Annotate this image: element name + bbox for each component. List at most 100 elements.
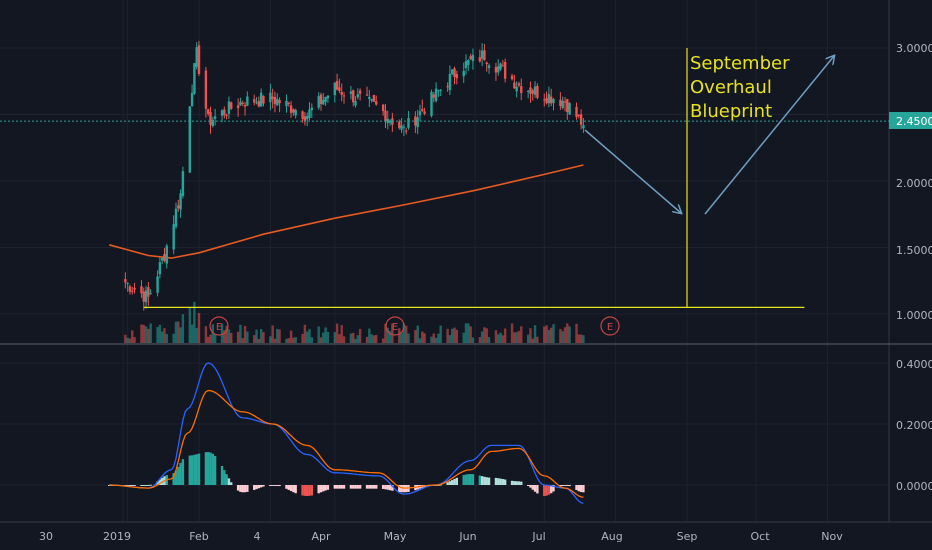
histogram-bar [453,478,456,485]
volume-bar [239,324,242,343]
candle-body [432,94,435,98]
histogram-bar [273,485,277,486]
candle-body [487,65,491,69]
candle-body [478,57,482,62]
volume-bar [225,325,228,343]
time-label: Oct [750,530,770,543]
histogram-bar [177,466,180,485]
candle-body [416,117,419,128]
candle-body [301,111,304,119]
time-label: Sep [677,530,698,543]
candle-body [386,118,389,124]
candle-body [149,293,152,295]
histogram-bar [188,455,191,485]
price-candles[interactable] [124,40,585,311]
price-axis[interactable]: 3.0000 2.0000 1.5000 1.0000 [896,42,932,322]
volume-bar [276,328,279,343]
volume-bar [308,329,311,343]
up-arrow[interactable] [704,56,834,215]
volume-bar [503,328,507,343]
candle-body [273,97,277,104]
price-tick-3: 3.0000 [896,42,932,55]
volume-bar [303,324,307,343]
histogram-bar [287,485,290,490]
candle-body [177,205,180,209]
candle-body [126,282,129,284]
histogram-bar [531,485,534,490]
candle-body [310,107,313,110]
volume-bar [181,314,185,343]
histogram-bar [497,478,500,485]
candle-body [287,102,290,104]
histogram-bar [368,485,371,489]
candle-body [324,96,327,102]
histogram-bar [559,485,562,487]
candle-body [239,101,242,106]
histogram-bar [365,485,369,489]
volume-bar [342,336,346,343]
candle-body [566,99,569,113]
volume-bar [549,327,553,343]
histogram-bar [372,485,376,489]
volume-bar [213,334,217,343]
volume-bar [515,332,518,343]
histogram-bar [398,485,401,493]
volume-bar [388,330,392,343]
earnings-marker-3[interactable]: E [600,316,620,336]
volume-bar [317,326,320,343]
volume-bar [333,332,337,343]
volume-bar [223,330,226,343]
volume-bar [579,334,583,343]
candle-body [561,100,564,108]
histogram-bar [246,485,249,492]
candle-body [365,94,369,96]
volume-bar [451,328,454,343]
histogram-bar [209,452,212,485]
time-axis[interactable]: 30 2019 Feb 4 Apr May Jun Jul Aug Sep Oc… [39,530,843,543]
histogram-bar [149,484,152,486]
candle-body [418,111,422,116]
time-label: 2019 [103,530,131,543]
macd-axis[interactable]: 0.4000 0.2000 0.0000 [896,358,932,493]
histogram-bar [259,485,263,488]
histogram-bar [204,452,208,485]
histogram-bar [342,485,346,489]
earnings-marker-2[interactable]: E [385,316,405,336]
candle-body [262,95,265,104]
candle-body [230,102,233,109]
annotation-text[interactable]: September Overhaul Blueprint [690,53,790,122]
volume-bar [531,338,534,343]
histogram-bar [549,485,553,494]
candle-body [533,86,537,95]
volume-bar [372,335,376,343]
volume-bar [478,337,482,343]
volume-bar [177,321,180,343]
candle-body [545,98,548,104]
histogram-bar [197,453,201,485]
histogram-bar [499,478,502,485]
histogram-bar [533,485,537,492]
volume-bar [469,326,472,343]
candle-body [285,100,288,107]
candle-body [246,96,249,106]
candle-body [531,90,534,94]
down-arrow[interactable] [584,129,681,213]
histogram-bar [552,485,555,492]
candle-body [582,125,585,129]
earnings-label: E [607,322,613,333]
candle-body [375,101,378,105]
earnings-marker-1[interactable]: E [209,316,229,336]
volume-bar [324,327,327,343]
volume-bar [255,329,258,343]
histogram-bar [439,484,442,486]
candle-body [513,82,516,89]
histogram-bar [352,485,355,489]
histogram-bar [485,477,488,485]
earnings-markers[interactable]: E E E [209,316,620,336]
candle-body [451,69,454,75]
macd-line [109,362,584,504]
histogram-bar [575,485,578,491]
volume-bar [533,325,537,343]
histogram-bar [370,485,373,489]
